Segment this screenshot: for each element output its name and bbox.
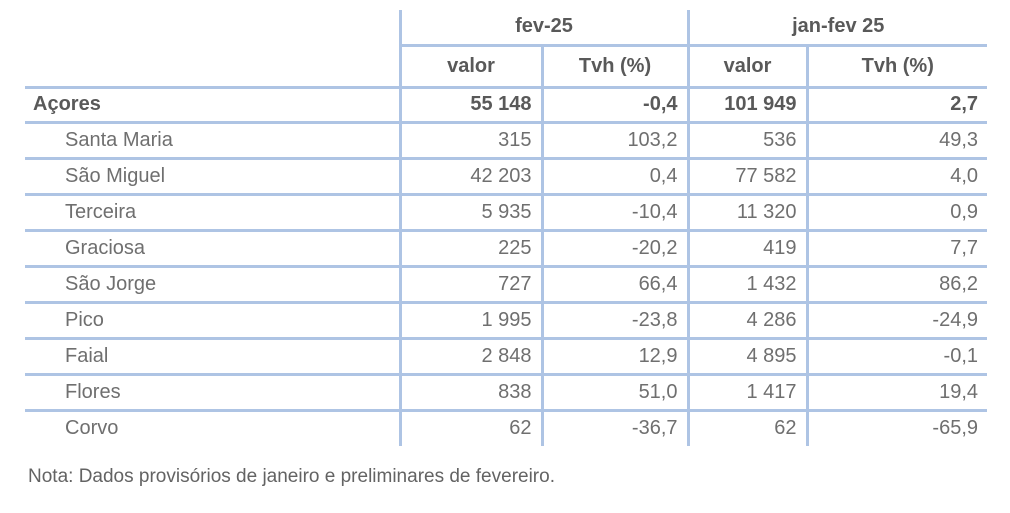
- janfev-tvh-value: 0,9: [805, 194, 988, 232]
- fev-valor-value: 838: [398, 374, 542, 412]
- fev-tvh-value: -20,2: [540, 230, 688, 268]
- janfev-tvh-value: 2,7: [805, 87, 988, 124]
- janfev-valor-value: 4 895: [686, 338, 807, 376]
- sub-header-janfev-tvh: Tvh (%): [805, 45, 988, 89]
- table-row-faial: Faial 2 848 12,9 4 895 -0,1: [25, 338, 988, 376]
- col-group-fev-25: fev-25: [398, 10, 688, 47]
- janfev-valor-value: 11 320: [686, 194, 807, 232]
- region-name: Açores: [25, 87, 400, 124]
- sub-header-fev-tvh: Tvh (%): [540, 45, 688, 89]
- fev-valor-value: 42 203: [398, 158, 542, 196]
- table-row-sao-miguel: São Miguel 42 203 0,4 77 582 4,0: [25, 158, 988, 196]
- table-row-corvo: Corvo 62 -36,7 62 -65,9: [25, 410, 988, 446]
- janfev-tvh-value: 86,2: [805, 266, 988, 304]
- fev-valor-value: 315: [398, 122, 542, 160]
- sub-header-janfev-valor: valor: [686, 45, 807, 89]
- fev-tvh-value: 12,9: [540, 338, 688, 376]
- fev-valor-value: 727: [398, 266, 542, 304]
- fev-valor-value: 55 148: [398, 87, 542, 124]
- janfev-tvh-value: 49,3: [805, 122, 988, 160]
- fev-tvh-value: 0,4: [540, 158, 688, 196]
- azores-statistics-table: fev-25 jan-fev 25 valor Tvh (%) valor Tv…: [25, 10, 988, 446]
- janfev-tvh-value: -65,9: [805, 410, 988, 446]
- janfev-tvh-value: 19,4: [805, 374, 988, 412]
- janfev-valor-value: 419: [686, 230, 807, 268]
- fev-tvh-value: 66,4: [540, 266, 688, 304]
- table-row-graciosa: Graciosa 225 -20,2 419 7,7: [25, 230, 988, 268]
- col-group-jan-fev-25: jan-fev 25: [686, 10, 988, 47]
- table-row-terceira: Terceira 5 935 -10,4 11 320 0,9: [25, 194, 988, 232]
- janfev-valor-value: 62: [686, 410, 807, 446]
- sub-header-spacer-cell: [25, 45, 400, 89]
- fev-tvh-value: 103,2: [540, 122, 688, 160]
- island-name: São Jorge: [25, 266, 400, 304]
- janfev-tvh-value: 7,7: [805, 230, 988, 268]
- janfev-valor-value: 4 286: [686, 302, 807, 340]
- fev-tvh-value: -0,4: [540, 87, 688, 124]
- island-name: Graciosa: [25, 230, 400, 268]
- island-name: Pico: [25, 302, 400, 340]
- table-row-flores: Flores 838 51,0 1 417 19,4: [25, 374, 988, 412]
- janfev-valor-value: 101 949: [686, 87, 807, 124]
- janfev-tvh-value: -24,9: [805, 302, 988, 340]
- fev-valor-value: 5 935: [398, 194, 542, 232]
- janfev-valor-value: 77 582: [686, 158, 807, 196]
- island-name: Flores: [25, 374, 400, 412]
- table-row-acores: Açores 55 148 -0,4 101 949 2,7: [25, 87, 988, 124]
- janfev-valor-value: 536: [686, 122, 807, 160]
- janfev-valor-value: 1 432: [686, 266, 807, 304]
- fev-tvh-value: -10,4: [540, 194, 688, 232]
- janfev-tvh-value: 4,0: [805, 158, 988, 196]
- island-name: Faial: [25, 338, 400, 376]
- island-name: Terceira: [25, 194, 400, 232]
- table-row-santa-maria: Santa Maria 315 103,2 536 49,3: [25, 122, 988, 160]
- island-name: Corvo: [65, 417, 119, 440]
- janfev-valor-value: 1 417: [686, 374, 807, 412]
- fev-tvh-value: 51,0: [540, 374, 688, 412]
- island-name: Santa Maria: [25, 122, 400, 160]
- fev-valor-value: 62: [398, 410, 542, 446]
- table-row-sao-jorge: São Jorge 727 66,4 1 432 86,2: [25, 266, 988, 304]
- fev-valor-value: 2 848: [398, 338, 542, 376]
- sub-header-fev-valor: valor: [398, 45, 542, 89]
- column-group-header-row: fev-25 jan-fev 25: [25, 10, 988, 47]
- island-name: São Miguel: [25, 158, 400, 196]
- footnote: Nota: Dados provisórios de janeiro e pre…: [28, 466, 555, 487]
- corner-spacer-cell: [25, 10, 400, 45]
- janfev-tvh-value: -0,1: [805, 338, 988, 376]
- fev-tvh-value: -36,7: [540, 410, 688, 446]
- fev-tvh-value: -23,8: [540, 302, 688, 340]
- fev-valor-value: 225: [398, 230, 542, 268]
- sub-header-row: valor Tvh (%) valor Tvh (%): [25, 45, 988, 89]
- fev-valor-value: 1 995: [398, 302, 542, 340]
- table-row-pico: Pico 1 995 -23,8 4 286 -24,9: [25, 302, 988, 340]
- report-page: fev-25 jan-fev 25 valor Tvh (%) valor Tv…: [0, 10, 1010, 513]
